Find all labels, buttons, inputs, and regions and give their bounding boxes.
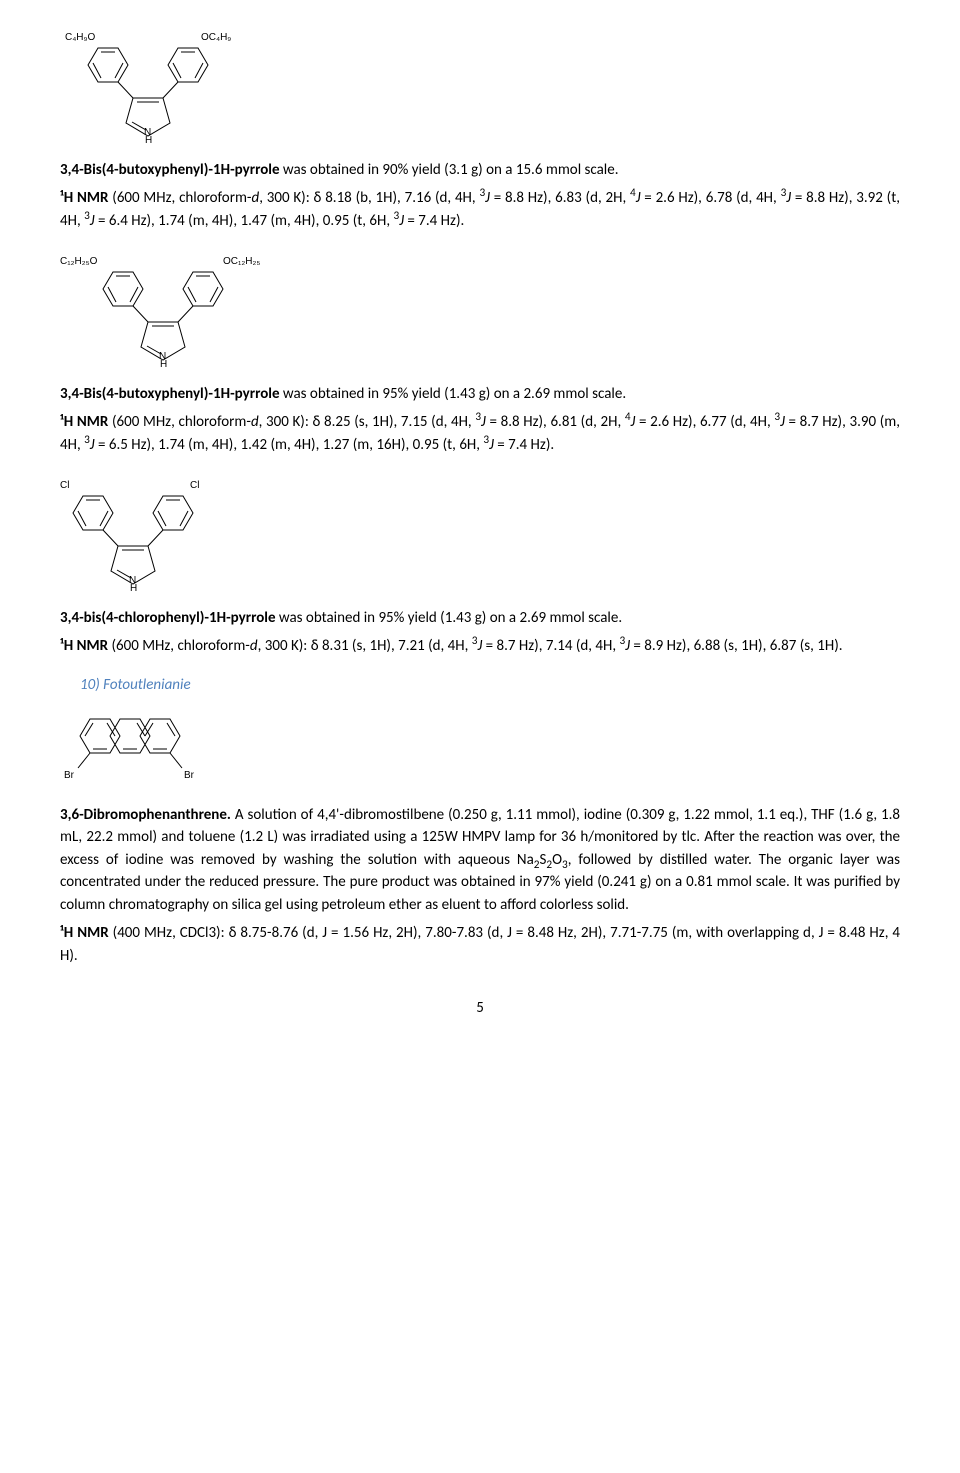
compound4-nmr-label: ¹H NMR xyxy=(60,924,109,942)
structure4-left-label: Br xyxy=(64,770,75,781)
structure4-right-label: Br xyxy=(184,770,195,781)
compound1-nmr-label: ¹H NMR xyxy=(60,189,108,207)
compound3-suffix: was obtained in 95% yield (1.43 g) on a … xyxy=(276,609,623,627)
compound1-name: 3,4-Bis(4-butoxyphenyl)-1H-pyrrole xyxy=(60,161,280,179)
compound2-nmr-data: (600 MHz, chloroform-d, 300 K): δ 8.25 (… xyxy=(60,413,900,454)
compound2-nmr: ¹H NMR (600 MHz, chloroform-d, 300 K): δ… xyxy=(60,411,900,456)
compound3-nmr-label: ¹H NMR xyxy=(60,637,108,655)
structure2-right-label: OC₁₂H₂₅ xyxy=(223,256,260,267)
structure2-left-label: C₁₂H₂₅O xyxy=(60,256,98,267)
section-title: Fotoutlenianie xyxy=(103,676,190,694)
compound2-paragraph: 3,4-Bis(4-butoxyphenyl)-1H-pyrrole was o… xyxy=(60,383,900,406)
compound2-nmr-label: ¹H NMR xyxy=(60,413,108,431)
compound3-paragraph: 3,4-bis(4-chlorophenyl)-1H-pyrrole was o… xyxy=(60,607,900,630)
compound2-suffix: was obtained in 95% yield (1.43 g) on a … xyxy=(280,385,627,403)
chem-structure-4: Br Br xyxy=(60,708,900,796)
compound1-nmr-data: (600 MHz, chloroform-d, 300 K): δ 8.18 (… xyxy=(60,189,900,230)
chem-structure-3: Cl Cl N H xyxy=(60,476,900,599)
structure1-h-label: H xyxy=(145,135,152,143)
section-heading-10: 10) Fotoutlenianie xyxy=(80,674,900,697)
structure3-h-label: H xyxy=(130,583,137,591)
compound1-suffix: was obtained in 90% yield (3.1 g) on a 1… xyxy=(280,161,619,179)
structure1-right-label: OC₄H₉ xyxy=(201,32,231,43)
compound4-name: 3,6-Dibromophenanthrene. xyxy=(60,806,231,824)
structure2-h-label: H xyxy=(160,359,167,367)
structure1-left-label: C₄H₉O xyxy=(65,32,95,43)
compound3-name: 3,4-bis(4-chlorophenyl)-1H-pyrrole xyxy=(60,609,276,627)
compound4-nmr-data: (400 MHz, CDCl3): δ 8.75-8.76 (d, J = 1.… xyxy=(60,924,900,965)
compound3-nmr-data: (600 MHz, chloroform-d, 300 K): δ 8.31 (… xyxy=(108,637,842,655)
section-number: 10) xyxy=(80,676,100,694)
compound4-paragraph: 3,6-Dibromophenanthrene. A solution of 4… xyxy=(60,804,900,917)
page-number: 5 xyxy=(60,997,900,1020)
compound3-nmr: ¹H NMR (600 MHz, chloroform-d, 300 K): δ… xyxy=(60,635,900,658)
compound1-nmr: ¹H NMR (600 MHz, chloroform-d, 300 K): δ… xyxy=(60,187,900,232)
chem-structure-1: C₄H₉O OC₄H₉ N H xyxy=(60,28,900,151)
chem-structure-2: C₁₂H₂₅O OC₁₂H₂₅ N H xyxy=(60,252,900,375)
compound4-nmr: ¹H NMR (400 MHz, CDCl3): δ 8.75-8.76 (d,… xyxy=(60,922,900,967)
structure3-left-label: Cl xyxy=(60,480,69,491)
compound1-paragraph: 3,4-Bis(4-butoxyphenyl)-1H-pyrrole was o… xyxy=(60,159,900,182)
structure3-right-label: Cl xyxy=(190,480,199,491)
compound2-name: 3,4-Bis(4-butoxyphenyl)-1H-pyrrole xyxy=(60,385,280,403)
